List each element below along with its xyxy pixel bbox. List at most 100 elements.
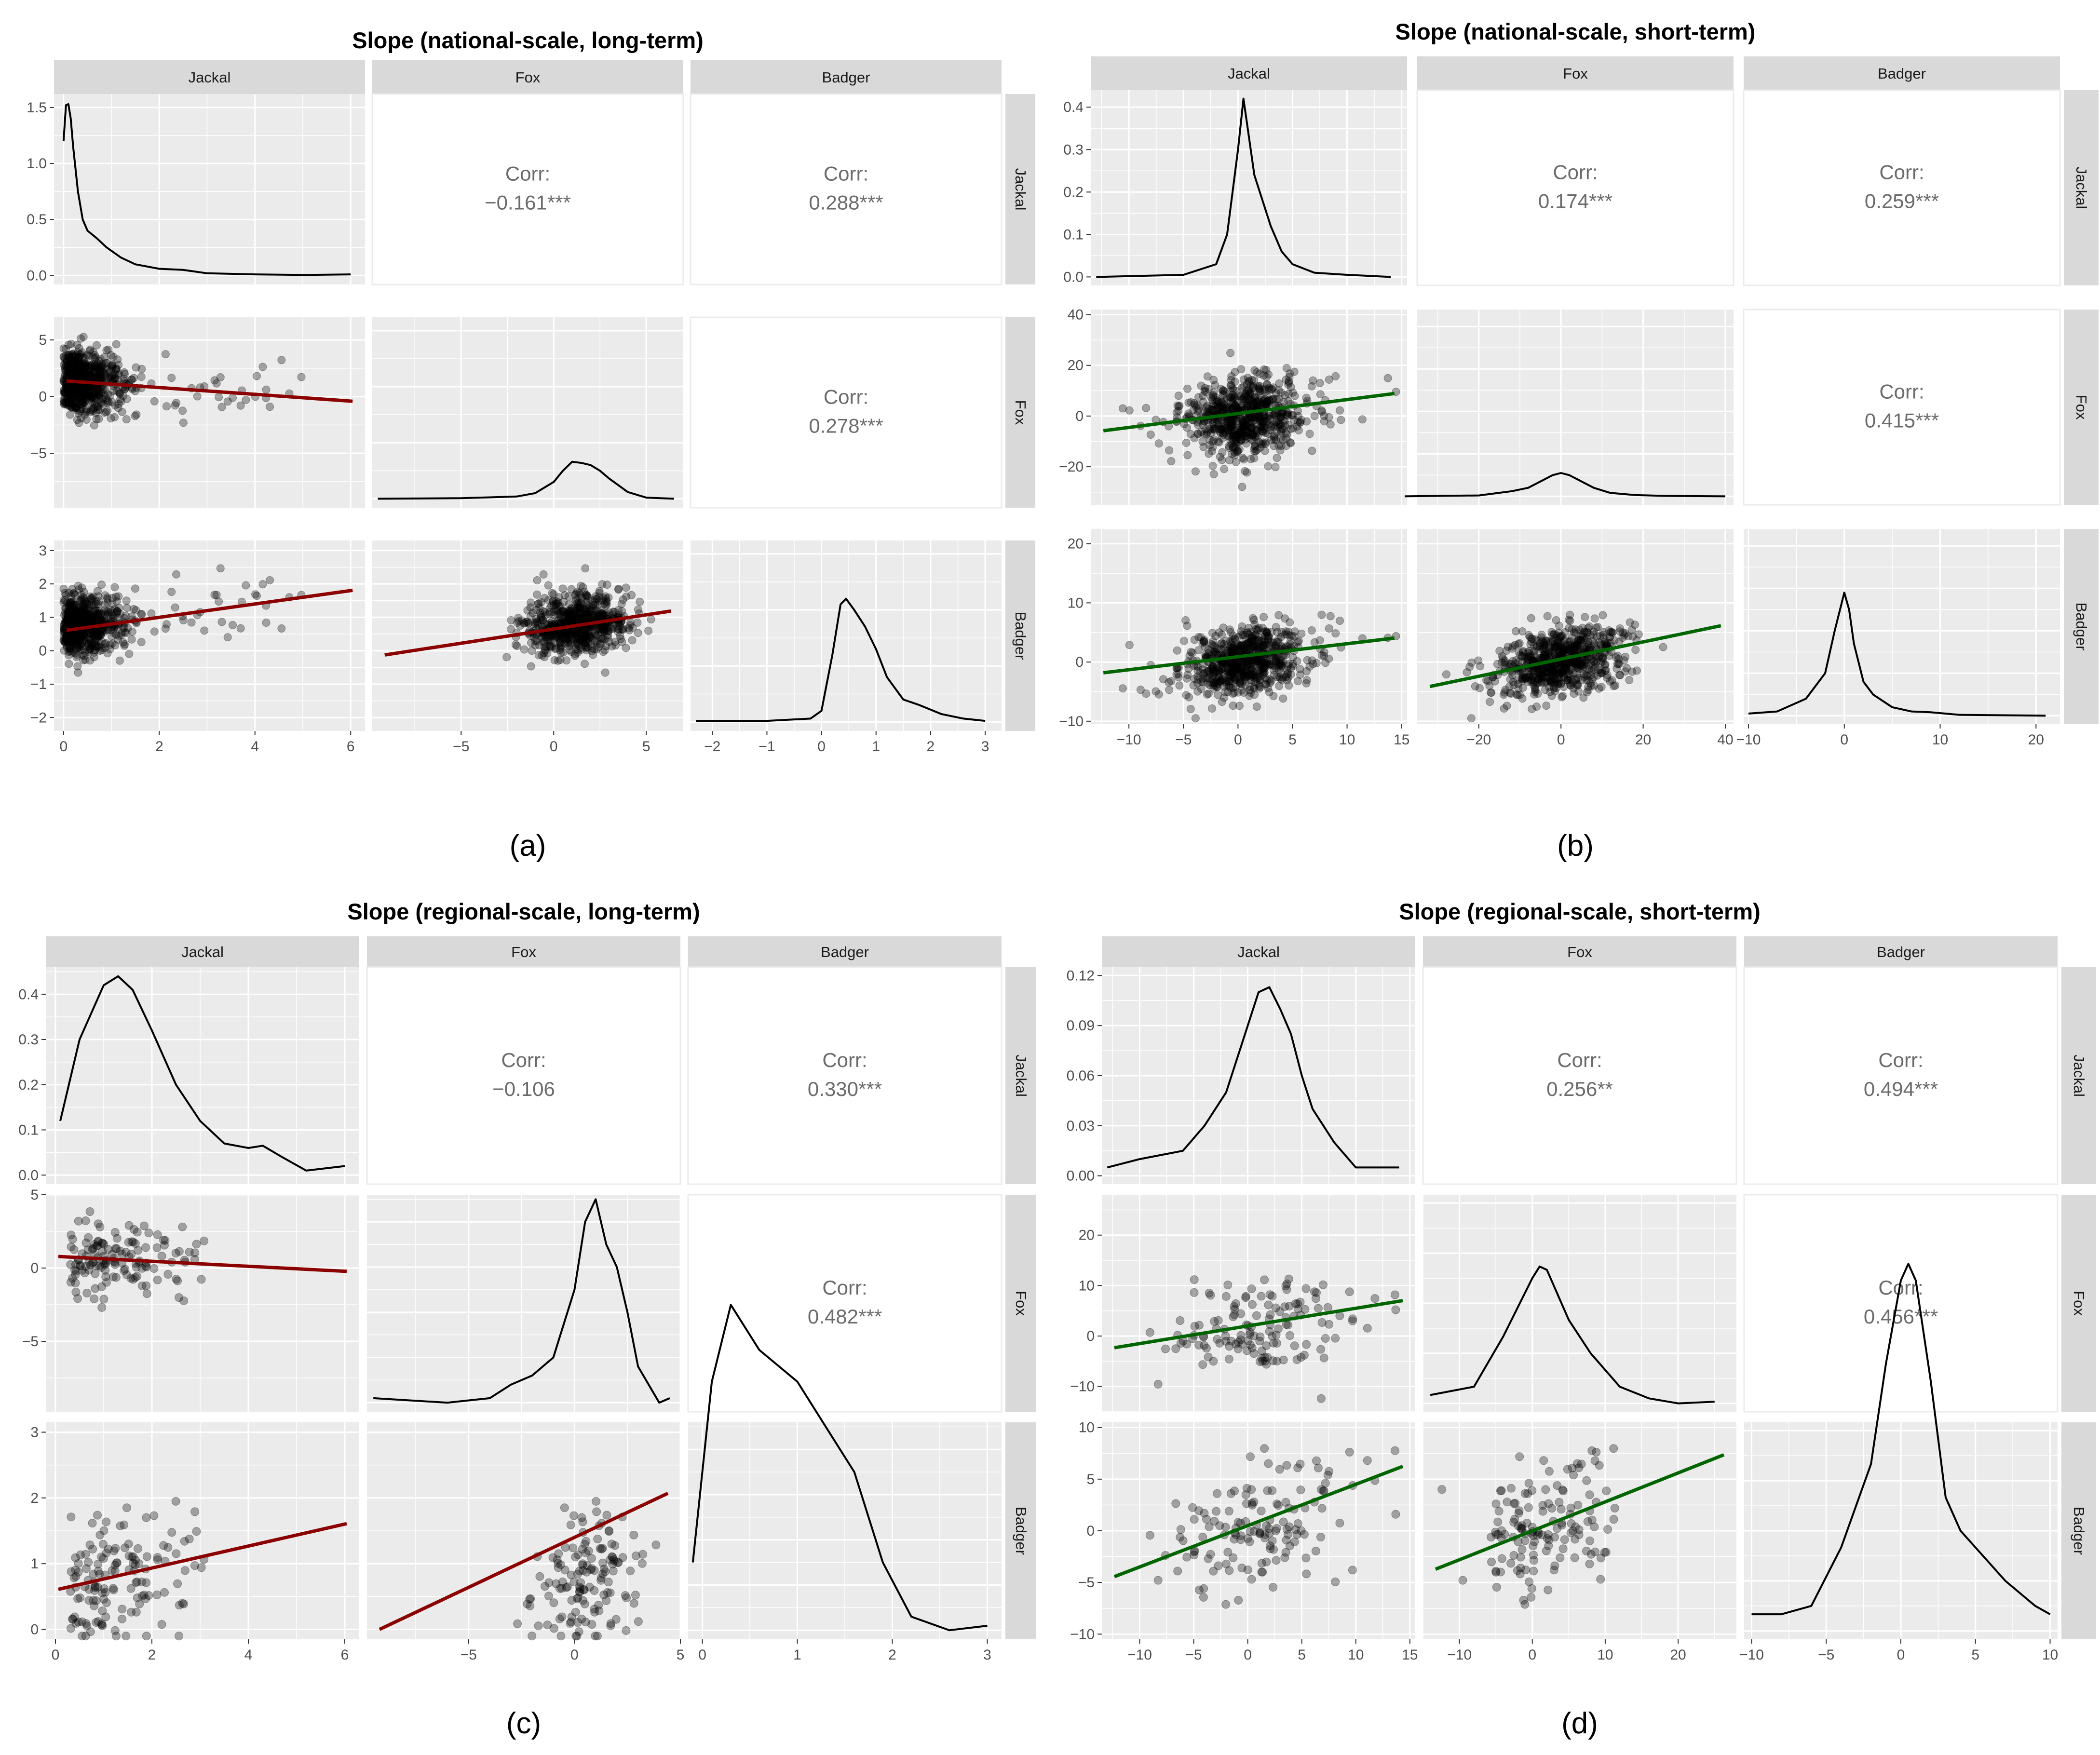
scatter-point xyxy=(1226,349,1235,357)
scatter-point xyxy=(61,637,69,646)
scatter-point xyxy=(1246,686,1254,694)
scatter-point xyxy=(1216,453,1224,461)
scatter-point xyxy=(1277,628,1286,636)
y-tick-label: 0.0 xyxy=(18,1167,39,1183)
scatter-point xyxy=(1594,623,1602,632)
scatter-point xyxy=(87,373,96,382)
scatter-point xyxy=(67,1512,76,1522)
scatter-point xyxy=(78,392,86,401)
scatter-point xyxy=(73,1294,82,1303)
x-tick-label: 0 xyxy=(1557,732,1565,748)
x-tick-label: 4 xyxy=(244,1647,253,1663)
scatter-point xyxy=(614,585,623,594)
scatter-point xyxy=(161,1236,170,1245)
scatter-point xyxy=(1536,639,1545,648)
x-tick-label: 0 xyxy=(817,739,826,755)
scatter-point xyxy=(1463,668,1471,676)
scatter-point xyxy=(1220,465,1229,473)
scatter-point xyxy=(1239,419,1248,428)
scatter-point xyxy=(524,619,533,628)
plot-panel xyxy=(54,317,365,508)
scatter-point xyxy=(84,600,93,609)
scatter-point xyxy=(558,584,567,593)
scatter-point xyxy=(87,393,95,402)
scatter-point xyxy=(200,1236,209,1245)
scatter-point xyxy=(91,366,100,375)
scatter-point xyxy=(141,1594,150,1603)
scatter-point xyxy=(562,656,571,665)
scatter-point xyxy=(112,365,121,374)
scatter-point xyxy=(68,390,76,399)
scatter-point xyxy=(118,1614,127,1623)
scatter-point xyxy=(1269,692,1278,701)
x-tick-label: 0 xyxy=(60,739,68,755)
scatter-point xyxy=(1244,429,1252,438)
scatter-point xyxy=(175,1247,184,1256)
scatter-point xyxy=(1172,670,1181,679)
scatter-point xyxy=(262,619,271,627)
scatter-point xyxy=(73,341,81,349)
scatter-point xyxy=(108,1566,117,1575)
scatter-point xyxy=(1252,702,1261,711)
y-tick-label: 0 xyxy=(39,389,47,405)
scatter-point xyxy=(217,403,226,411)
scatter-point xyxy=(74,386,82,395)
scatter-point xyxy=(1490,677,1499,686)
scatter-point xyxy=(258,363,267,371)
scatter-point xyxy=(69,383,78,392)
scatter-point xyxy=(72,607,81,616)
scatter-point xyxy=(1554,637,1562,646)
scatter-point xyxy=(1183,451,1192,459)
scatter-point xyxy=(595,593,603,601)
scatter-point xyxy=(82,416,91,424)
plot-panel xyxy=(46,1195,359,1412)
scatter-point xyxy=(153,1553,162,1562)
scatter-point xyxy=(126,1274,135,1283)
subfigure-a: Slope (national-scale, long-term)(a)Jack… xyxy=(27,27,1035,863)
x-tick-label: 6 xyxy=(347,739,355,755)
scatter-point xyxy=(1576,631,1585,640)
scatter-point xyxy=(1271,463,1280,472)
scatter-point xyxy=(81,362,90,370)
scatter-point xyxy=(73,369,81,378)
scatter-point xyxy=(1165,686,1174,694)
scatter-point xyxy=(102,1598,111,1607)
scatter-point xyxy=(103,359,112,367)
scatter-point xyxy=(1264,462,1273,471)
scatter-point xyxy=(1286,618,1294,627)
scatter-point xyxy=(533,576,542,584)
scatter-point xyxy=(1659,643,1667,651)
scatter-point xyxy=(1605,651,1613,660)
scatter-point xyxy=(223,633,232,642)
scatter-point xyxy=(118,1605,127,1614)
scatter-point xyxy=(1590,657,1599,665)
scatter-point xyxy=(90,389,99,397)
x-tick-label: 5 xyxy=(1288,732,1297,748)
scatter-point xyxy=(107,351,115,360)
scatter-point xyxy=(110,1260,120,1269)
scatter-point xyxy=(190,1561,199,1570)
scatter-point xyxy=(80,410,89,419)
scatter-point xyxy=(1233,446,1242,455)
x-tick-label: 6 xyxy=(341,1647,349,1663)
x-tick-label: 40 xyxy=(1717,732,1733,748)
scatter-point xyxy=(71,398,80,407)
scatter-point xyxy=(125,649,134,658)
scatter-point xyxy=(118,628,126,637)
scatter-point xyxy=(74,393,83,402)
scatter-point xyxy=(86,345,95,354)
row-strip xyxy=(1005,540,1035,731)
scatter-point xyxy=(85,371,94,380)
scatter-point xyxy=(116,395,124,404)
scatter-point xyxy=(1607,628,1615,636)
scatter-point xyxy=(1209,668,1218,676)
scatter-point xyxy=(601,668,610,677)
scatter-point xyxy=(61,389,69,397)
scatter-point xyxy=(1317,610,1326,619)
scatter-point xyxy=(79,333,88,341)
scatter-point xyxy=(81,363,90,372)
scatter-point xyxy=(1325,624,1333,633)
scatter-point xyxy=(84,1233,93,1242)
scatter-point xyxy=(69,349,78,358)
corr-value: −0.106 xyxy=(492,1078,555,1100)
